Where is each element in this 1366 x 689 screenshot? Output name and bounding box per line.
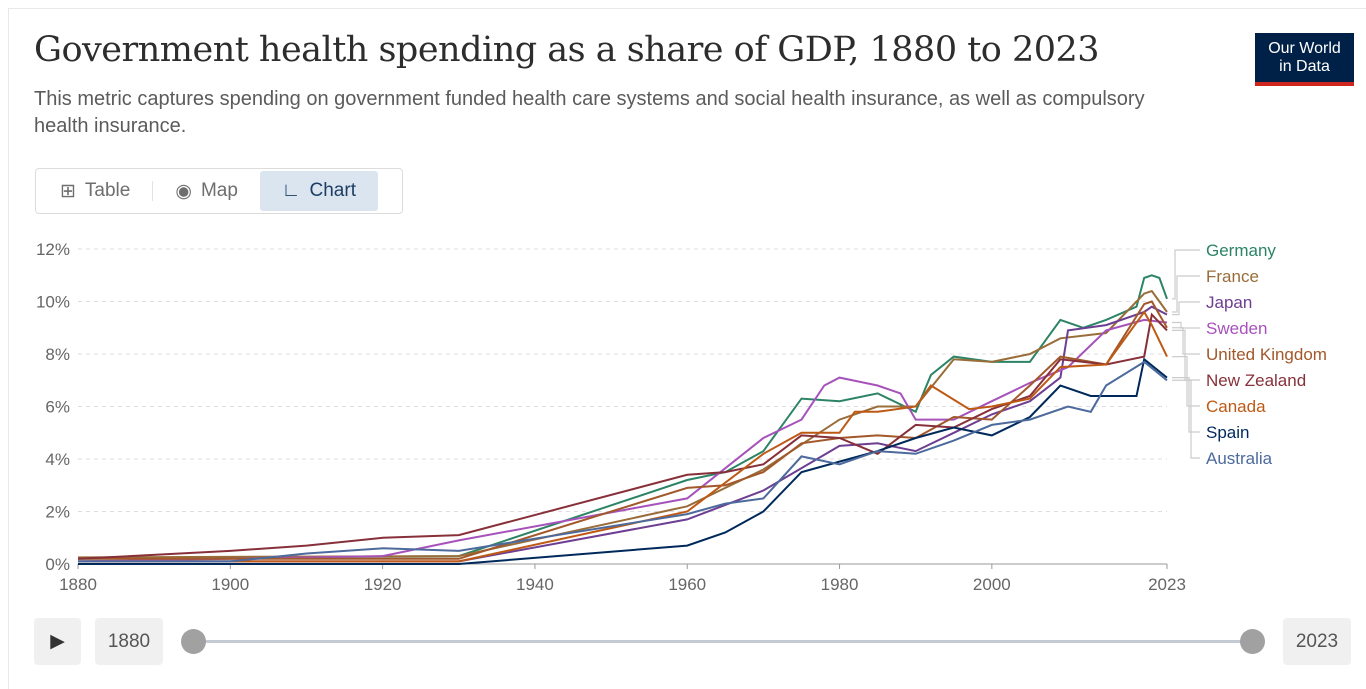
line-chart-icon: ∟	[281, 180, 301, 201]
legend-label: New Zealand	[1206, 371, 1306, 390]
tab-chart[interactable]: ∟ Chart	[259, 171, 378, 211]
y-tick-label: 2%	[45, 503, 70, 522]
play-icon: ▶	[50, 631, 65, 652]
legend-label: Spain	[1206, 423, 1249, 442]
x-tick-label: 1940	[516, 575, 554, 594]
legend-connector	[1172, 379, 1200, 459]
divider	[152, 181, 154, 201]
y-tick-label: 4%	[45, 450, 70, 469]
series-line-australia	[78, 360, 1168, 563]
series-line-canada	[78, 310, 1168, 563]
legend-label: Japan	[1206, 293, 1252, 312]
legend-label: France	[1206, 267, 1259, 286]
page-title: Government health spending as a share of…	[34, 30, 1100, 70]
series-line-germany	[77, 274, 1168, 560]
logo-line1: Our World	[1268, 40, 1341, 57]
tab-label: Map	[200, 180, 238, 201]
series-line-new-zealand	[77, 312, 1168, 560]
timeline-start-handle[interactable]	[181, 629, 206, 654]
legend-connector	[1172, 356, 1200, 407]
line-chart: 0% 2% 4% 6% 8% 10% 12% 1880 1900 1920 1940 1960 1980…	[36, 240, 1327, 594]
legend-label: Australia	[1206, 449, 1273, 468]
x-tick-label: 1920	[364, 575, 402, 594]
legend-connector	[1172, 249, 1200, 300]
legend-connector	[1172, 329, 1200, 381]
legend-label: Germany	[1206, 241, 1276, 260]
view-tabs: ⊞ Table ◉ Map ∟ Chart	[35, 168, 403, 214]
tab-label: Chart	[309, 180, 356, 201]
x-tick-label: 1960	[668, 575, 706, 594]
series-line-spain	[78, 357, 1168, 565]
tab-label: Table	[84, 180, 131, 201]
owid-logo[interactable]: Our World in Data	[1255, 33, 1354, 86]
timeline-track[interactable]	[193, 640, 1253, 643]
y-tick-label: 8%	[45, 345, 70, 364]
start-year-label: 1880	[95, 618, 163, 665]
x-tick-label: 1900	[211, 575, 249, 594]
tab-table[interactable]: ⊞ Table	[38, 171, 152, 211]
legend-connector	[1172, 377, 1200, 433]
logo-line2: in Data	[1279, 58, 1330, 75]
end-year-label: 2023	[1283, 618, 1351, 665]
y-tick-label: 12%	[36, 240, 70, 259]
subtitle: This metric captures spending on governm…	[34, 88, 1145, 137]
legend-label: United Kingdom	[1206, 345, 1327, 364]
play-button[interactable]: ▶	[34, 618, 81, 665]
legend-label: Canada	[1206, 397, 1266, 416]
globe-icon: ◉	[175, 180, 192, 202]
legend-connector	[1172, 301, 1200, 316]
y-tick-label: 0%	[45, 555, 70, 574]
legend-label: Sweden	[1206, 319, 1267, 338]
series-line-france	[77, 289, 1168, 559]
x-tick-label: 1880	[59, 575, 97, 594]
legend-connector	[1172, 327, 1200, 355]
legend-connector	[1172, 275, 1200, 313]
x-tick-label: 2023	[1148, 575, 1186, 594]
x-tick-label: 1980	[821, 575, 859, 594]
x-tick-label: 2000	[973, 575, 1011, 594]
tab-map[interactable]: ◉ Map	[153, 171, 260, 211]
chart-frame	[8, 8, 1366, 689]
table-icon: ⊞	[60, 180, 76, 202]
timeline-end-handle[interactable]	[1240, 629, 1265, 654]
series-line-japan	[78, 305, 1168, 563]
y-tick-label: 10%	[36, 293, 70, 312]
legend-connector	[1172, 321, 1200, 329]
y-tick-label: 6%	[45, 398, 70, 417]
